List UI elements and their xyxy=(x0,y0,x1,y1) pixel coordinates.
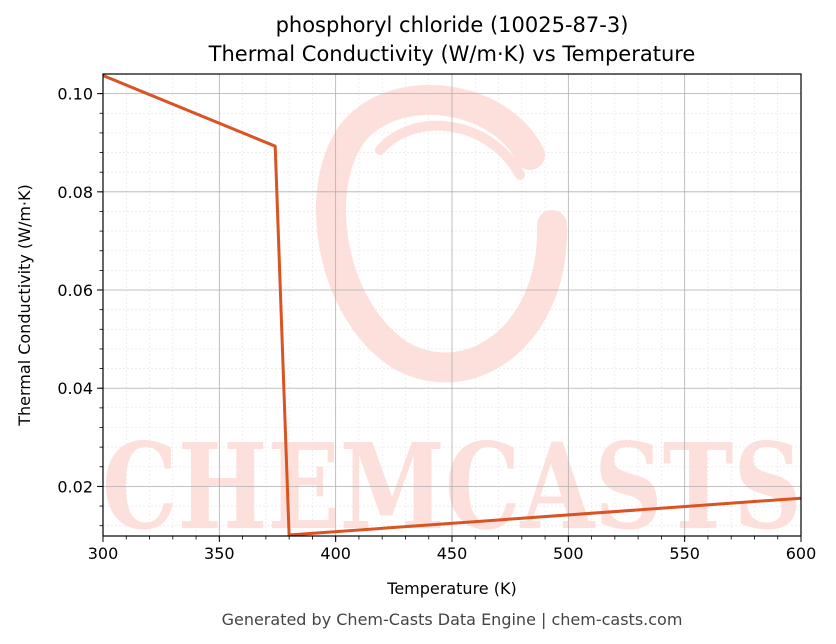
series-layer xyxy=(103,74,801,536)
x-tick-label: 600 xyxy=(786,544,817,563)
watermark-logo xyxy=(315,85,568,383)
x-tick-label: 450 xyxy=(437,544,468,563)
series-line-0 xyxy=(103,74,801,536)
x-tick-label: 300 xyxy=(88,544,119,563)
y-tick-label: 0.08 xyxy=(57,183,93,202)
x-tick-label: 500 xyxy=(553,544,584,563)
y-tick-label: 0.06 xyxy=(57,281,93,300)
x-tick-label: 400 xyxy=(320,544,351,563)
footer-credit: Generated by Chem-Casts Data Engine | ch… xyxy=(222,610,683,629)
y-tick-label: 0.10 xyxy=(57,85,93,104)
chart-title: phosphoryl chloride (10025-87-3) xyxy=(276,13,629,37)
x-axis-label: Temperature (K) xyxy=(386,579,516,598)
y-tick-label: 0.04 xyxy=(57,379,93,398)
x-tick-label: 550 xyxy=(669,544,700,563)
chart-subtitle: Thermal Conductivity (W/m·K) vs Temperat… xyxy=(208,42,696,66)
y-axis-label: Thermal Conductivity (W/m·K) xyxy=(15,184,34,427)
y-tick-label: 0.02 xyxy=(57,477,93,496)
x-axis-ticks: 300 350 400 450 500 550 600 xyxy=(88,536,817,563)
y-axis-ticks: 0.02 0.04 0.06 0.08 0.10 xyxy=(57,85,103,527)
x-tick-label: 350 xyxy=(204,544,235,563)
